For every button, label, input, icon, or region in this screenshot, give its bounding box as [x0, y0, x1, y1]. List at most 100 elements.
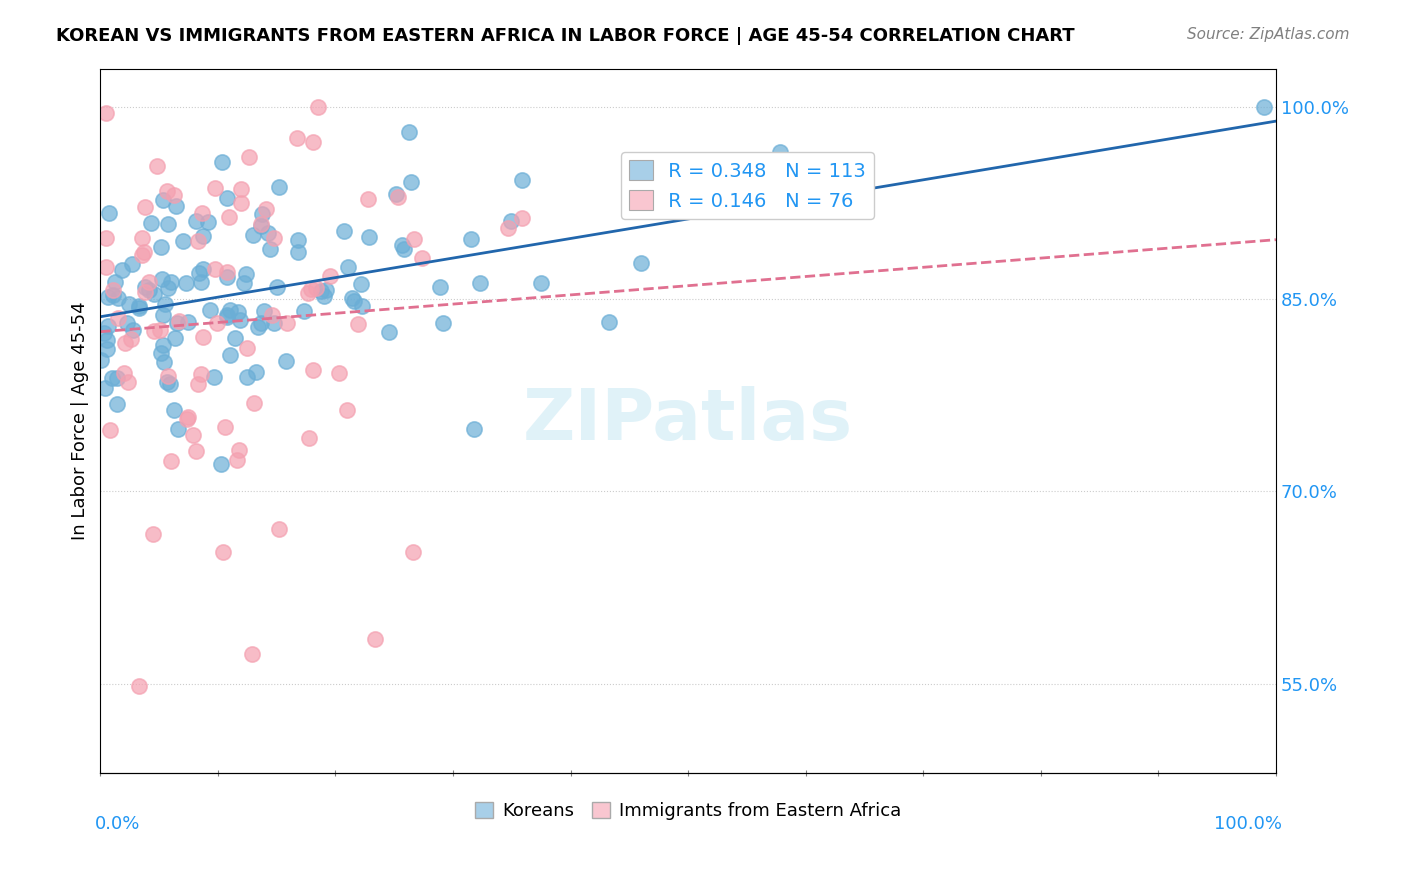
Point	[205, 316, 228, 330]
Point	[245, 365, 267, 379]
Point	[215, 270, 238, 285]
Point	[190, 275, 212, 289]
Point	[190, 367, 212, 381]
Point	[204, 181, 226, 195]
Point	[512, 211, 534, 226]
Point	[364, 632, 387, 647]
Point	[107, 311, 129, 326]
Point	[94, 106, 117, 120]
Point	[260, 308, 283, 322]
Point	[292, 304, 315, 318]
Point	[287, 245, 309, 260]
Point	[343, 293, 366, 308]
Point	[398, 125, 420, 139]
Point	[202, 370, 225, 384]
Point	[215, 265, 238, 279]
Point	[259, 242, 281, 256]
Point	[498, 221, 520, 235]
Point	[253, 304, 276, 318]
Point	[347, 317, 370, 331]
Point	[114, 335, 136, 350]
Point	[134, 285, 156, 299]
Point	[468, 276, 491, 290]
Point	[297, 431, 319, 445]
Point	[411, 251, 433, 265]
Point	[112, 366, 135, 380]
Point	[128, 679, 150, 693]
Point	[246, 319, 269, 334]
Text: 0.0%: 0.0%	[94, 815, 139, 833]
Point	[167, 314, 190, 328]
Point	[1253, 100, 1275, 114]
Point	[263, 231, 285, 245]
Point	[378, 325, 401, 339]
Point	[176, 409, 198, 424]
Text: Source: ZipAtlas.com: Source: ZipAtlas.com	[1187, 27, 1350, 42]
Point	[122, 323, 145, 337]
Point	[229, 195, 252, 210]
Point	[238, 150, 260, 164]
Point	[193, 329, 215, 343]
Point	[233, 276, 256, 290]
Point	[460, 232, 482, 246]
Point	[357, 192, 380, 206]
Point	[117, 376, 139, 390]
Point	[214, 420, 236, 434]
Point	[319, 268, 342, 283]
Point	[142, 526, 165, 541]
Point	[530, 276, 553, 290]
Point	[94, 231, 117, 245]
Point	[263, 316, 285, 330]
Point	[159, 376, 181, 391]
Point	[153, 355, 176, 369]
Point	[101, 288, 124, 302]
Point	[93, 326, 115, 340]
Point	[101, 370, 124, 384]
Point	[96, 343, 118, 357]
Point	[387, 190, 409, 204]
Point	[165, 330, 187, 344]
Point	[215, 310, 238, 324]
Y-axis label: In Labor Force | Age 45-54: In Labor Force | Age 45-54	[72, 301, 89, 541]
Point	[242, 228, 264, 243]
Point	[240, 647, 263, 661]
Point	[357, 229, 380, 244]
Point	[134, 200, 156, 214]
Point	[243, 396, 266, 410]
Point	[162, 403, 184, 417]
Point	[117, 316, 139, 330]
Point	[501, 214, 523, 228]
Point	[150, 272, 173, 286]
Point	[163, 188, 186, 202]
Point	[152, 338, 174, 352]
Point	[97, 318, 120, 333]
Point	[429, 280, 451, 294]
Point	[131, 231, 153, 245]
Point	[401, 175, 423, 189]
Point	[336, 402, 359, 417]
Point	[337, 260, 360, 274]
Point	[755, 203, 778, 218]
Point	[174, 277, 197, 291]
Point	[217, 308, 239, 322]
Point	[229, 313, 252, 327]
Point	[132, 245, 155, 260]
Point	[167, 422, 190, 436]
Point	[211, 155, 233, 169]
Point	[235, 268, 257, 282]
Point	[349, 277, 371, 291]
Point	[297, 285, 319, 300]
Point	[312, 288, 335, 302]
Point	[105, 371, 128, 385]
Point	[512, 173, 534, 187]
Point	[598, 314, 620, 328]
Point	[252, 206, 274, 220]
Point	[153, 297, 176, 311]
Point	[188, 266, 211, 280]
Point	[352, 299, 374, 313]
Point	[315, 283, 337, 297]
Point	[266, 280, 288, 294]
Point	[152, 308, 174, 322]
Point	[342, 291, 364, 305]
Point	[152, 193, 174, 207]
